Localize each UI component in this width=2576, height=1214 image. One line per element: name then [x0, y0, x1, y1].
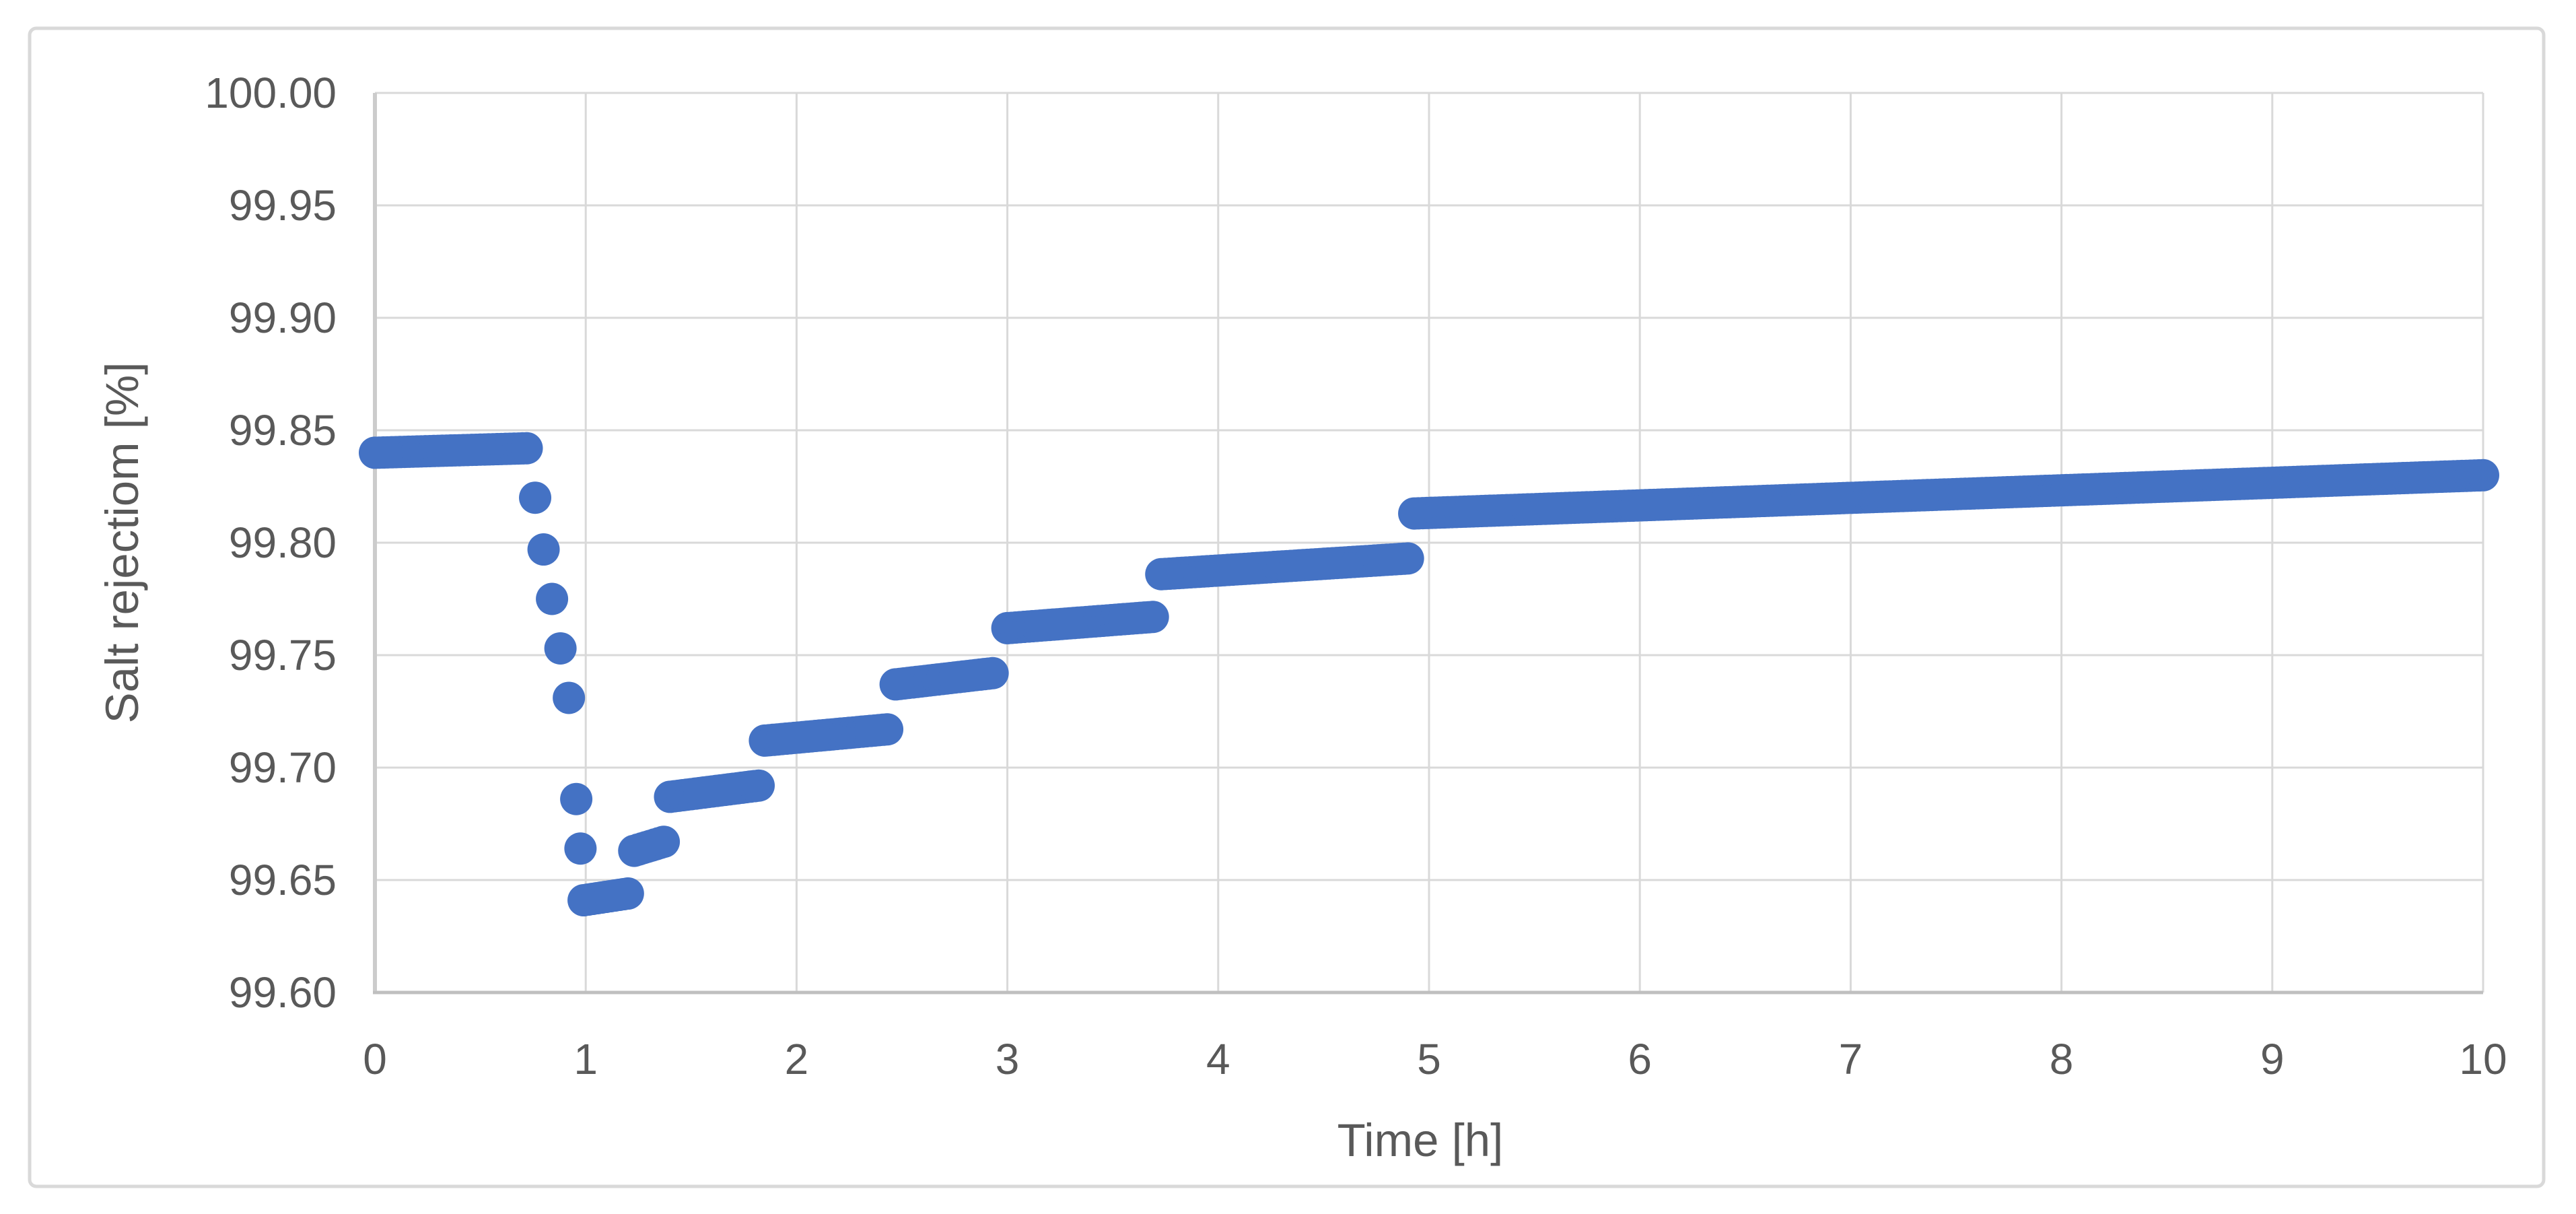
axis-lines — [373, 93, 2483, 994]
y-tick-label: 99.95 — [229, 181, 337, 230]
data-marker — [2467, 459, 2499, 492]
y-tick-label: 99.70 — [229, 743, 337, 792]
data-marker — [611, 877, 644, 910]
data-marker — [519, 481, 552, 514]
x-tick-label: 2 — [785, 1035, 809, 1083]
y-axis-tick-labels: 100.00 99.95 99.90 99.85 99.80 99.75 99.70 99.6… — [205, 69, 337, 1017]
data-marker — [544, 632, 577, 665]
y-tick-label: 99.65 — [229, 856, 337, 904]
data-marker — [1136, 601, 1169, 634]
x-tick-label: 4 — [1206, 1035, 1230, 1083]
data-marker — [560, 782, 593, 815]
data-marker — [510, 432, 543, 465]
data-marker — [976, 656, 1009, 689]
y-tick-label: 99.60 — [229, 968, 337, 1017]
gridlines — [375, 92, 2484, 994]
data-marker — [527, 533, 560, 566]
data-markers — [359, 432, 2499, 917]
x-tick-label: 9 — [2260, 1035, 2285, 1083]
x-tick-label: 6 — [1628, 1035, 1652, 1083]
data-marker — [742, 769, 775, 802]
x-tick-label: 10 — [2459, 1035, 2507, 1083]
x-tick-label: 7 — [1839, 1035, 1863, 1083]
x-tick-label: 8 — [2050, 1035, 2074, 1083]
y-tick-label: 99.90 — [229, 294, 337, 342]
x-tick-label: 3 — [996, 1035, 1020, 1083]
data-marker — [564, 832, 597, 865]
chart-border — [28, 26, 2546, 1188]
y-axis-title: Salt rejectiom [%] — [96, 362, 148, 724]
x-tick-label: 5 — [1417, 1035, 1441, 1083]
y-tick-label: 99.85 — [229, 406, 337, 454]
x-tick-label: 0 — [363, 1035, 387, 1083]
x-axis-tick-labels: 0 1 2 3 4 5 6 7 8 9 10 — [363, 1035, 2507, 1083]
x-tick-label: 1 — [573, 1035, 598, 1083]
data-marker — [648, 825, 681, 858]
data-marker — [553, 681, 586, 714]
data-marker — [536, 582, 569, 615]
data-marker — [871, 713, 904, 746]
data-marker — [1391, 542, 1424, 575]
y-tick-label: 99.80 — [229, 518, 337, 567]
y-tick-label: 99.75 — [229, 631, 337, 679]
x-axis-title: Time [h] — [1337, 1114, 1504, 1166]
y-tick-label: 100.00 — [205, 69, 337, 117]
